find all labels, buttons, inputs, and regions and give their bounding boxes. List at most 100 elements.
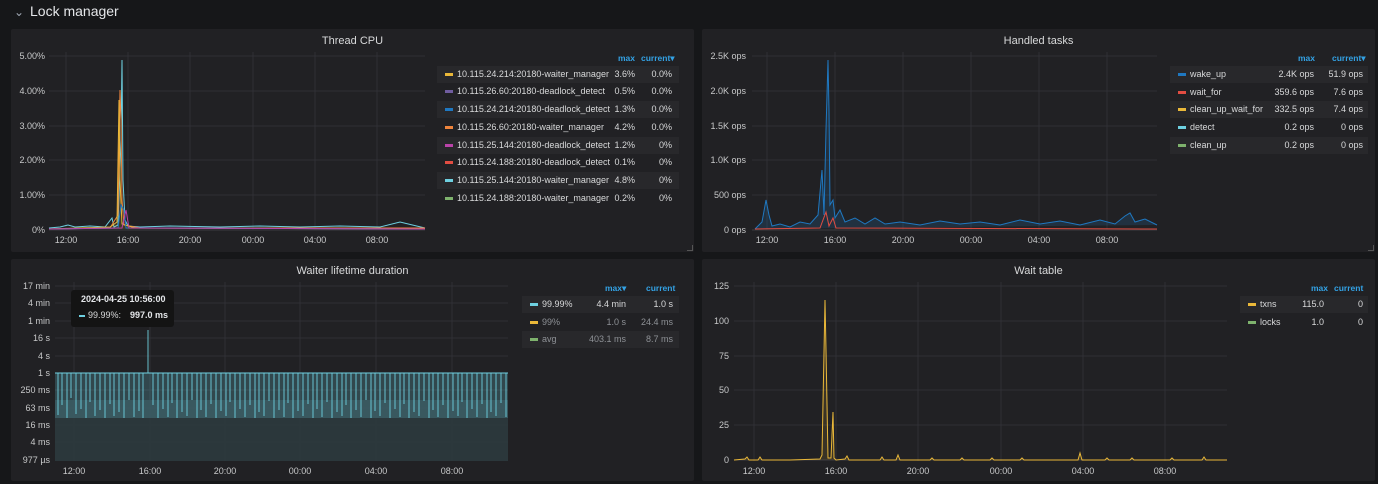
x-tick: 20:00 xyxy=(891,235,915,245)
legend-header-max[interactable]: max xyxy=(1298,53,1316,63)
legend-header-current[interactable]: current▾ xyxy=(1332,53,1366,63)
legend-max: 2.4K ops xyxy=(1278,69,1314,79)
legend-current: 0.0% xyxy=(651,86,672,96)
legend-header-current[interactable]: current▾ xyxy=(641,53,675,63)
y-tick: 2.0K ops xyxy=(710,86,746,96)
legend-header-current[interactable]: current xyxy=(1334,283,1364,293)
series-swatch xyxy=(445,144,453,147)
legend-item[interactable]: 10.115.25.144:20180-waiter_manager 4.8% 0% xyxy=(437,172,679,189)
panel-title[interactable]: Waiter lifetime duration xyxy=(296,265,409,277)
legend-current: 51.9 ops xyxy=(1328,69,1363,79)
legend-waiter-lifetime: max▾ current 99.99% 4.4 min 1.0 s 99% 1.0 s… xyxy=(522,283,679,351)
series-swatch xyxy=(445,108,453,111)
legend-item[interactable]: 10.115.25.144:20180-deadlock_detect 1.2% 0… xyxy=(437,137,679,154)
y-tick: 16 ms xyxy=(25,420,50,430)
legend-item[interactable]: 10.115.24.188:20180-deadlock_detect 0.1% 0… xyxy=(437,154,679,171)
series-swatch xyxy=(1248,303,1256,306)
legend-name: 10.115.24.214:20180-waiter_manager xyxy=(457,69,609,79)
panel-title[interactable]: Handled tasks xyxy=(1003,35,1074,47)
legend-header-max[interactable]: max▾ xyxy=(605,283,627,293)
series-swatch xyxy=(530,321,538,324)
row-title[interactable]: Lock manager xyxy=(30,3,119,19)
legend-current: 1.0 s xyxy=(653,299,673,309)
y-tick: 16 s xyxy=(32,333,50,343)
legend-name: wait_for xyxy=(1190,87,1222,97)
legend-wait-table: max current txns 115.0 0 locks 1.0 0 xyxy=(1240,283,1368,333)
legend-item[interactable]: avg 403.1 ms 8.7 ms xyxy=(522,331,679,348)
legend-current: 7.4 ops xyxy=(1333,104,1363,114)
legend-max: 403.1 ms xyxy=(588,334,626,344)
y-tick: 75 xyxy=(718,351,729,361)
legend-item[interactable]: 10.115.24.188:20180-waiter_manager 0.2% 0% xyxy=(437,190,679,207)
legend-name: 10.115.26.60:20180-waiter_manager xyxy=(457,122,604,132)
y-tick: 2.5K ops xyxy=(710,51,746,61)
legend-header-max[interactable]: max xyxy=(1311,283,1329,293)
legend-item[interactable]: locks 1.0 0 xyxy=(1240,314,1368,331)
x-tick: 08:00 xyxy=(1095,235,1119,245)
legend-current: 0.0% xyxy=(651,69,672,79)
x-tick: 16:00 xyxy=(824,466,848,476)
series-swatch xyxy=(445,90,453,93)
legend-item[interactable]: wake_up 2.4K ops 51.9 ops xyxy=(1170,66,1368,83)
legend-current: 0.0% xyxy=(651,122,672,132)
x-tick: 08:00 xyxy=(365,235,389,245)
legend-name: 99.99% xyxy=(542,299,573,309)
tooltip-value: 997.0 ms xyxy=(130,310,169,320)
panel-title[interactable]: Thread CPU xyxy=(321,35,384,47)
legend-max: 0.2 ops xyxy=(1284,122,1314,132)
legend-item[interactable]: 10.115.26.60:20180-waiter_manager 4.2% 0.0… xyxy=(437,119,679,136)
x-tick: 08:00 xyxy=(440,466,464,476)
legend-item[interactable]: 99% 1.0 s 24.4 ms xyxy=(522,314,679,331)
y-tick: 2.00% xyxy=(19,155,45,165)
y-tick: 1 min xyxy=(27,316,50,326)
x-tick: 16:00 xyxy=(116,235,140,245)
legend-item[interactable]: 10.115.24.214:20180-waiter_manager 3.6% 0.… xyxy=(437,66,679,83)
y-tick: 4 ms xyxy=(30,437,50,447)
legend-name: detect xyxy=(1190,122,1215,132)
y-tick: 4.00% xyxy=(19,86,45,96)
tooltip-series: 99.99%: xyxy=(88,310,122,320)
series-swatch xyxy=(445,197,453,200)
chevron-down-icon[interactable]: ⌄ xyxy=(14,5,25,19)
x-tick: 04:00 xyxy=(1027,235,1051,245)
y-tick: 250 ms xyxy=(20,385,50,395)
series-swatch xyxy=(1248,321,1256,324)
legend-max: 0.2 ops xyxy=(1284,140,1314,150)
legend-name: clean_up_wait_for xyxy=(1190,104,1264,114)
legend-max: 0.5% xyxy=(614,86,635,96)
legend-name: 10.115.24.188:20180-waiter_manager xyxy=(457,193,609,203)
legend-name: txns xyxy=(1260,299,1277,309)
x-tick: 20:00 xyxy=(213,466,237,476)
series-swatch xyxy=(445,179,453,182)
y-tick: 1.0K ops xyxy=(710,155,746,165)
series-swatch xyxy=(1178,144,1186,147)
row-header[interactable]: ⌄ Lock manager xyxy=(0,0,1378,26)
legend-name: 10.115.26.60:20180-deadlock_detect xyxy=(457,86,605,96)
resize-handle[interactable] xyxy=(1368,245,1374,251)
series-swatch xyxy=(530,338,538,341)
legend-max: 4.8% xyxy=(614,175,635,185)
y-tick: 25 xyxy=(718,420,729,430)
x-tick: 12:00 xyxy=(755,235,779,245)
legend-item[interactable]: txns 115.0 0 xyxy=(1240,296,1368,313)
resize-handle[interactable] xyxy=(687,245,693,251)
legend-item[interactable]: wait_for 359.6 ops 7.6 ops xyxy=(1170,84,1368,101)
x-tick: 12:00 xyxy=(54,235,78,245)
legend-header-max[interactable]: max xyxy=(618,53,636,63)
x-tick: 16:00 xyxy=(138,466,162,476)
y-tick: 500 ops xyxy=(713,190,746,200)
y-tick: 63 ms xyxy=(25,403,50,413)
legend-item[interactable]: clean_up 0.2 ops 0 ops xyxy=(1170,137,1368,154)
legend-item[interactable]: 10.115.26.60:20180-deadlock_detect 0.5% 0.… xyxy=(437,83,679,100)
legend-item[interactable]: detect 0.2 ops 0 ops xyxy=(1170,119,1368,136)
legend-header-current[interactable]: current xyxy=(646,283,676,293)
legend-item[interactable]: 10.115.24.214:20180-deadlock_detect 1.3% 0… xyxy=(437,101,679,118)
panel-title[interactable]: Wait table xyxy=(1014,265,1063,277)
legend-current: 0 ops xyxy=(1340,140,1363,150)
legend-item[interactable]: clean_up_wait_for 332.5 ops 7.4 ops xyxy=(1170,101,1368,118)
legend-max: 1.3% xyxy=(614,104,635,114)
y-tick: 1.5K ops xyxy=(710,121,746,131)
legend-item[interactable]: 99.99% 4.4 min 1.0 s xyxy=(522,296,679,313)
legend-current: 7.6 ops xyxy=(1333,87,1363,97)
x-tick: 00:00 xyxy=(288,466,312,476)
